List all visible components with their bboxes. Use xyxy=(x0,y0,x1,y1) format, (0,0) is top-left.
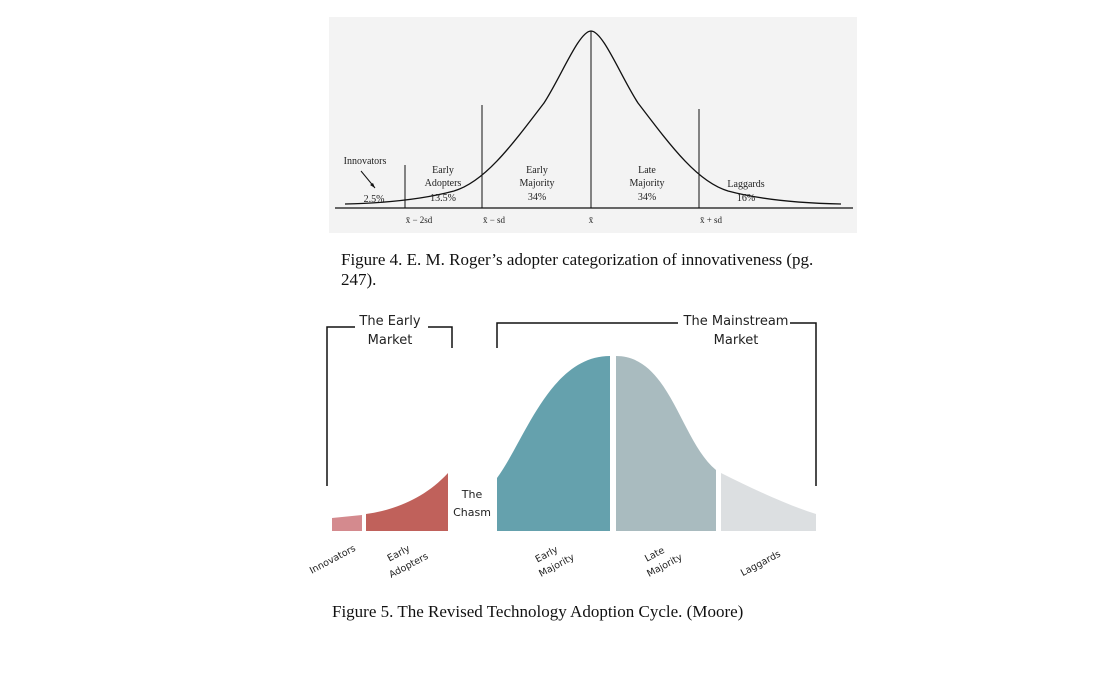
mainstream-bracket-left xyxy=(496,322,678,348)
early-adopters-label-line2: Adopters xyxy=(425,178,462,189)
laggards-area xyxy=(721,473,816,531)
arrow-head xyxy=(370,183,375,188)
innovators-area xyxy=(332,515,362,531)
tick-minus-sd: x̄ − sd xyxy=(483,215,506,225)
laggards-percent: 16% xyxy=(737,193,755,204)
early-adopters-percent: 13.5% xyxy=(430,193,456,204)
chasm-label-line1: The xyxy=(461,488,483,501)
chasm-label-line2: Chasm xyxy=(453,506,491,519)
tick-plus-sd: x̄ + sd xyxy=(700,215,723,225)
early-majority-label-line1: Early xyxy=(526,165,548,176)
tick-mean: x̄ xyxy=(589,215,594,225)
bell-curve-line xyxy=(344,30,842,205)
early-majority-percent: 34% xyxy=(528,192,546,203)
fig5-innovators-label: Innovators xyxy=(308,543,358,576)
early-majority-area xyxy=(497,356,610,531)
laggards-label: Laggards xyxy=(727,179,764,190)
innovators-percent: 2.5% xyxy=(364,194,385,205)
early-market-label-line1: The Early xyxy=(358,314,420,329)
adopter-bell-curve: Innovators 2.5% Early Adopters 13.5% Ear… xyxy=(335,30,853,225)
early-market-bracket-left xyxy=(326,326,355,486)
early-market-bracket-right xyxy=(428,326,453,348)
innovators-label: Innovators xyxy=(344,156,387,167)
late-majority-percent: 34% xyxy=(638,192,656,203)
late-majority-label-line1: Late xyxy=(638,165,656,176)
figure-4-caption: Figure 4. E. M. Roger’s adopter categori… xyxy=(341,250,814,289)
mainstream-bracket-right xyxy=(790,322,817,486)
late-majority-label-line2: Majority xyxy=(630,178,665,189)
tick-minus-2sd: x̄ − 2sd xyxy=(406,215,433,225)
figure-5-caption: Figure 5. The Revised Technology Adoptio… xyxy=(332,602,744,621)
fig5-laggards-label: Laggards xyxy=(739,549,783,579)
early-adopters-area xyxy=(366,473,448,531)
mainstream-label-line1: The Mainstream xyxy=(683,314,789,329)
figure-4-panel: Innovators 2.5% Early Adopters 13.5% Ear… xyxy=(329,17,857,233)
technology-adoption-chasm: The Early Market The Mainstream Market T… xyxy=(308,314,817,581)
early-adopters-label-line1: Early xyxy=(432,165,454,176)
early-market-label-line2: Market xyxy=(368,333,413,348)
early-majority-label-line2: Majority xyxy=(520,178,555,189)
late-majority-area xyxy=(616,356,716,531)
mainstream-label-line2: Market xyxy=(714,333,759,348)
